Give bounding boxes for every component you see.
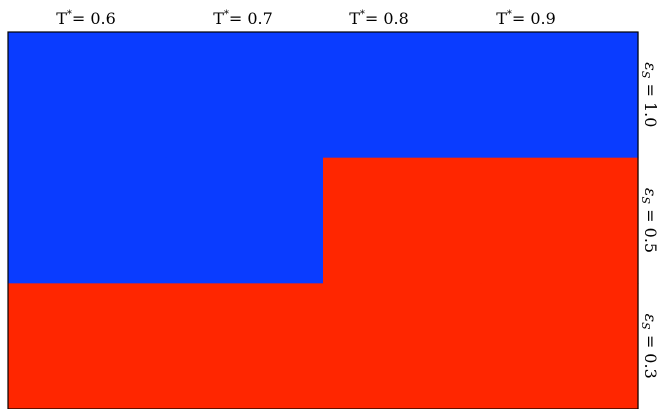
heatmap-cell (480, 32, 639, 159)
plot-frame (7, 31, 639, 409)
column-label-symbol: T (496, 9, 507, 28)
column-label: T*= 0.8 (349, 9, 409, 28)
heatmap-cell (480, 157, 639, 284)
heatmap-cell (165, 32, 324, 159)
cells-layer (8, 32, 639, 409)
row-label-value: = 0.5 (641, 204, 660, 253)
column-label-value: = 0.6 (72, 9, 116, 28)
heatmap-cell (165, 157, 324, 284)
column-label: T*= 0.6 (56, 9, 116, 28)
row-label-subscript: S (639, 71, 652, 79)
row-label-symbol: ε (641, 314, 660, 323)
column-label-value: = 0.7 (229, 9, 273, 28)
column-label: T*= 0.7 (213, 9, 273, 28)
heatmap-cell (323, 283, 482, 409)
column-label-superscript: * (360, 9, 365, 20)
row-label: εS = 0.3 (639, 314, 660, 379)
column-label-superscript: * (67, 9, 72, 20)
row-label-subscript: S (639, 322, 652, 330)
column-label-symbol: T (213, 9, 224, 28)
row-label-value: = 0.3 (641, 330, 660, 379)
heatmap-cell (8, 157, 167, 284)
column-label-superscript: * (224, 9, 229, 20)
column-label-value: = 0.9 (512, 9, 556, 28)
row-label-value: = 1.0 (641, 78, 660, 127)
heatmap-cell (480, 283, 639, 409)
column-label-symbol: T (56, 9, 67, 28)
row-label-symbol: ε (641, 188, 660, 197)
heatmap-cell (165, 283, 324, 409)
row-label: εS = 0.5 (639, 188, 660, 253)
heatmap-cell (8, 283, 167, 409)
row-label-subscript: S (639, 197, 652, 205)
row-label: εS = 1.0 (639, 62, 660, 127)
heatmap-cell (8, 32, 167, 159)
column-labels: T*= 0.6 T*= 0.7 T*= 0.8 T*= 0.9 (56, 9, 556, 28)
heatmap-cell (323, 32, 482, 159)
column-label-value: = 0.8 (365, 9, 409, 28)
row-labels: εS = 1.0εS = 0.5εS = 0.3 (639, 62, 660, 379)
heatmap-cell (323, 157, 482, 284)
column-label-symbol: T (349, 9, 360, 28)
column-label: T*= 0.9 (496, 9, 556, 28)
column-label-superscript: * (507, 9, 512, 20)
row-label-symbol: ε (641, 62, 660, 71)
